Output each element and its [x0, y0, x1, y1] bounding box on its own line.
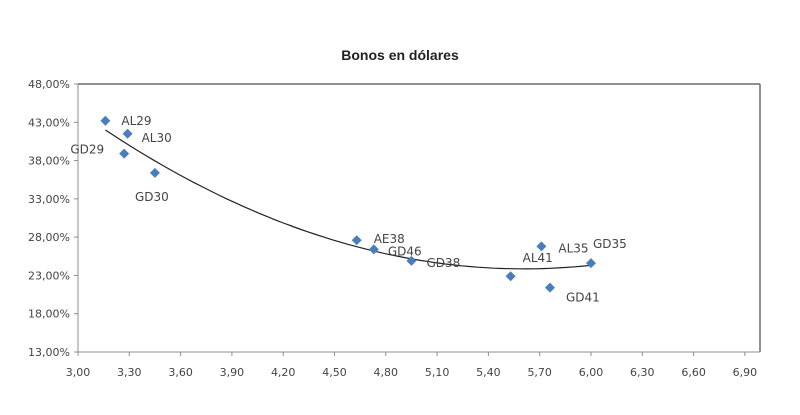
diamond-marker-icon: [505, 271, 516, 282]
y-tick-label: 23,00%: [28, 269, 70, 282]
diamond-marker-icon: [149, 167, 160, 178]
point-label: AL29: [121, 114, 151, 128]
diamond-marker-icon: [351, 235, 362, 246]
data-point: AL29: [100, 114, 152, 128]
data-point: AE38: [351, 232, 405, 246]
x-tick-label: 4,80: [374, 366, 399, 379]
point-label: GD41: [566, 291, 600, 305]
x-tick-label: 6,00: [579, 366, 604, 379]
diamond-marker-icon: [544, 282, 555, 293]
y-axis: 48,00% 43,00% 38,00% 33,00% 28,00% 23,00% 18,0…: [28, 78, 78, 359]
y-tick-label: 43,00%: [28, 116, 70, 129]
chart-title: Bonos en dólares: [341, 47, 459, 63]
x-tick-label: 6,30: [630, 366, 655, 379]
data-point: AL35: [536, 241, 589, 255]
data-point: GD35: [586, 237, 627, 269]
x-tick-label: 3,90: [220, 366, 245, 379]
trendline: [105, 129, 592, 270]
y-tick-label: 28,00%: [28, 231, 70, 244]
data-point: GD38: [406, 255, 460, 270]
point-label: GD38: [426, 256, 460, 270]
y-tick-label: 13,00%: [28, 346, 70, 359]
point-label: AL30: [142, 131, 172, 145]
diamond-marker-icon: [536, 241, 547, 252]
y-tick-label: 18,00%: [28, 308, 70, 321]
data-point: GD29: [70, 143, 130, 159]
point-label: AE38: [374, 232, 405, 246]
y-tick-label: 38,00%: [28, 155, 70, 168]
data-point: GD41: [544, 282, 600, 305]
data-point: AL30: [122, 128, 172, 145]
x-tick-label: 5,70: [527, 366, 552, 379]
x-tick-label: 4,50: [322, 366, 347, 379]
x-tick-label: 5,10: [425, 366, 450, 379]
y-tick-label: 33,00%: [28, 193, 70, 206]
x-tick-label: 5,40: [476, 366, 501, 379]
diamond-marker-icon: [406, 255, 417, 266]
x-tick-label: 4,20: [271, 366, 296, 379]
x-tick-label: 3,30: [117, 366, 142, 379]
x-tick-label: 3,00: [66, 366, 91, 379]
x-axis: 3,00 3,30 3,60 3,90 4,20 4,50 4,80 5,10 5,40 5,70…: [66, 352, 757, 379]
point-label: GD46: [388, 244, 422, 258]
x-tick-label: 6,90: [733, 366, 758, 379]
diamond-marker-icon: [119, 148, 130, 159]
point-label: AL35: [558, 241, 588, 255]
diamond-marker-icon: [100, 115, 111, 126]
diamond-marker-icon: [586, 258, 596, 269]
point-label: AL41: [523, 251, 553, 265]
point-label: GD35: [593, 237, 627, 251]
diamond-marker-icon: [122, 128, 133, 139]
data-point: GD46: [368, 244, 422, 258]
y-tick-label: 48,00%: [28, 78, 70, 91]
diamond-marker-icon: [368, 244, 379, 255]
data-point: AL41: [505, 251, 553, 282]
data-point: GD30: [135, 167, 169, 204]
plot-frame: [77, 83, 761, 353]
x-tick-label: 3,60: [168, 366, 193, 379]
x-tick-label: 6,60: [681, 366, 706, 379]
point-label: GD29: [70, 143, 104, 157]
point-label: GD30: [135, 190, 169, 204]
